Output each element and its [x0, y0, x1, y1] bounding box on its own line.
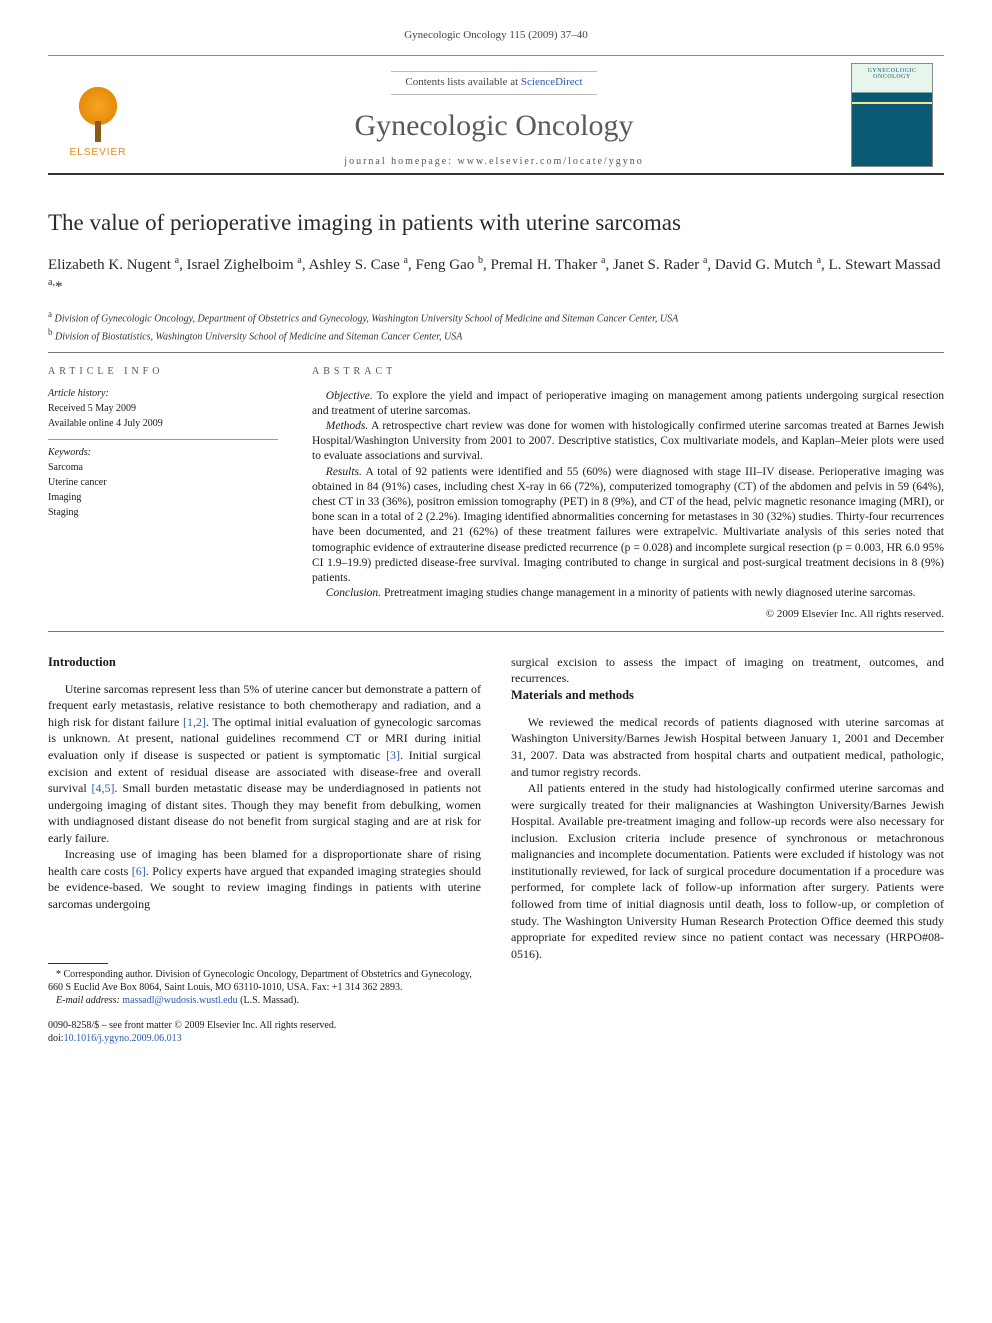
- keyword-item: Staging: [48, 506, 278, 520]
- footnote-rule: [48, 963, 108, 964]
- elsevier-logo: ELSEVIER: [62, 70, 134, 160]
- keyword-item: Imaging: [48, 491, 278, 505]
- abstract-methods: Methods. A retrospective chart review wa…: [312, 419, 944, 465]
- affiliation-b: b Division of Biostatistics, Washington …: [48, 326, 944, 344]
- sciencedirect-link[interactable]: ScienceDirect: [521, 76, 583, 88]
- doi-block: 0090-8258/$ – see front matter © 2009 El…: [48, 1019, 481, 1045]
- history-head: Article history:: [48, 387, 278, 401]
- reference-link[interactable]: [4,5]: [92, 781, 115, 795]
- rule-below-abstract: [48, 631, 944, 632]
- email-label: E-mail address:: [56, 995, 120, 1006]
- article-info-block: article info Article history: Received 5…: [48, 365, 278, 623]
- mm-paragraph-2: All patients entered in the study had hi…: [511, 780, 944, 962]
- reference-link[interactable]: [3]: [386, 748, 400, 762]
- homepage-url[interactable]: www.elsevier.com/locate/ygyno: [458, 156, 644, 167]
- materials-methods-heading: Materials and methods: [511, 687, 944, 704]
- intro-paragraph-2: Increasing use of imaging has been blame…: [48, 846, 481, 912]
- intro-paragraph-2-continued: surgical excision to assess the impact o…: [511, 654, 944, 687]
- homepage-prefix: journal homepage:: [344, 156, 457, 167]
- author-list: Elizabeth K. Nugent a, Israel Zighelboim…: [48, 254, 944, 298]
- reference-link[interactable]: [6]: [132, 864, 146, 878]
- history-online: Available online 4 July 2009: [48, 417, 278, 431]
- journal-homepage-line: journal homepage: www.elsevier.com/locat…: [344, 155, 643, 169]
- reference-link[interactable]: [1,2]: [183, 715, 206, 729]
- mm-paragraph-1: We reviewed the medical records of patie…: [511, 714, 944, 780]
- elsevier-tree-icon: [71, 84, 125, 142]
- publisher-name: ELSEVIER: [70, 146, 127, 160]
- contents-available-line: Contents lists available at ScienceDirec…: [391, 71, 596, 94]
- history-received: Received 5 May 2009: [48, 402, 278, 416]
- introduction-heading: Introduction: [48, 654, 481, 671]
- corresponding-email[interactable]: massadl@wudosis.wustl.edu: [122, 995, 237, 1006]
- journal-cover-slot: GYNECOLOGIC ONCOLOGY: [840, 56, 944, 173]
- journal-cover-thumb: GYNECOLOGIC ONCOLOGY: [851, 63, 933, 167]
- front-matter-line: 0090-8258/$ – see front matter © 2009 El…: [48, 1019, 481, 1032]
- keyword-item: Uterine cancer: [48, 476, 278, 490]
- journal-cover-title: GYNECOLOGIC ONCOLOGY: [852, 64, 932, 81]
- abstract-copyright: © 2009 Elsevier Inc. All rights reserved…: [312, 607, 944, 622]
- journal-masthead: ELSEVIER Contents lists available at Sci…: [48, 55, 944, 175]
- abstract-conclusion: Conclusion. Pretreatment imaging studies…: [312, 586, 944, 601]
- footnotes-block: * Corresponding author. Division of Gyne…: [48, 963, 481, 1007]
- corresponding-author-note: * Corresponding author. Division of Gyne…: [48, 968, 481, 994]
- affiliation-a: a Division of Gynecologic Oncology, Depa…: [48, 308, 944, 326]
- keywords-rule: [48, 439, 278, 440]
- article-info-label: article info: [48, 365, 278, 379]
- cover-stripe-icon: [852, 102, 932, 104]
- email-attribution: (L.S. Massad).: [238, 995, 299, 1006]
- article-title: The value of perioperative imaging in pa…: [48, 209, 944, 238]
- corresponding-email-line: E-mail address: massadl@wudosis.wustl.ed…: [48, 994, 481, 1007]
- journal-name: Gynecologic Oncology: [354, 105, 633, 147]
- doi-line: doi:10.1016/j.ygyno.2009.06.013: [48, 1032, 481, 1045]
- contents-prefix: Contents lists available at: [405, 76, 520, 88]
- abstract-block: abstract Objective. To explore the yield…: [312, 365, 944, 623]
- running-head: Gynecologic Oncology 115 (2009) 37–40: [48, 28, 944, 43]
- keywords-head: Keywords:: [48, 446, 278, 460]
- intro-paragraph-1: Uterine sarcomas represent less than 5% …: [48, 681, 481, 846]
- affiliations: a Division of Gynecologic Oncology, Depa…: [48, 308, 944, 344]
- abstract-objective: Objective. To explore the yield and impa…: [312, 389, 944, 419]
- article-body: Introduction Uterine sarcomas represent …: [48, 654, 944, 1045]
- keyword-item: Sarcoma: [48, 461, 278, 475]
- abstract-label: abstract: [312, 365, 944, 379]
- rule-above-abstract: [48, 352, 944, 353]
- abstract-results: Results. A total of 92 patients were ide…: [312, 465, 944, 586]
- publisher-logo-slot: ELSEVIER: [48, 56, 148, 173]
- doi-link[interactable]: 10.1016/j.ygyno.2009.06.013: [64, 1033, 182, 1044]
